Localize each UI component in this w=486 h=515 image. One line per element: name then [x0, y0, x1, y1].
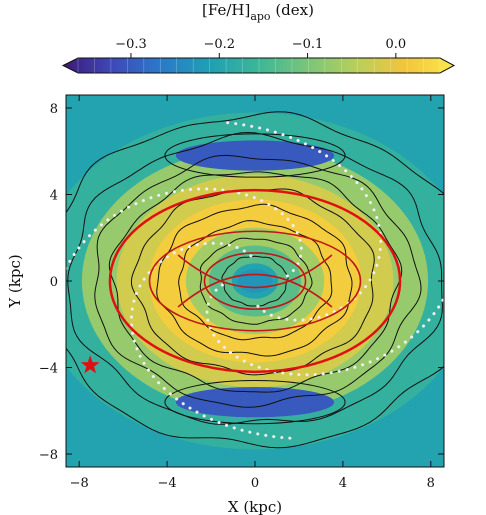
y-tick-label: 0: [50, 275, 58, 290]
contour-line: [156, 203, 353, 357]
colorbar-tick-label: −0.2: [203, 37, 235, 52]
colorbar-tick-label: −0.3: [115, 37, 147, 52]
y-axis-ticks: 8 4 0 −4 −8: [39, 102, 444, 463]
x-axis-label: X (kpc): [228, 498, 282, 515]
y-tick-label: −4: [39, 362, 58, 377]
y-axis-label: Y (kpc): [6, 254, 24, 308]
x-axis-ticks: −8 −4 0 4 8: [70, 95, 435, 491]
x-tick-label: −8: [70, 476, 89, 491]
sun-star-icon: [80, 355, 100, 374]
spiral-arm-dotted-line: [205, 283, 444, 377]
orbit-curve: [148, 230, 362, 332]
contour-line: [199, 237, 313, 325]
colorbar: [Fe/H]apo (dex) −0.3 −0.2 −0.1 0.0: [61, 1, 456, 74]
contour-line: [130, 188, 375, 376]
spiral-arm-dotted-line: [66, 187, 303, 278]
contour-line: [94, 154, 422, 408]
orbit-curve: [177, 273, 333, 308]
low-metallicity-arc: [175, 386, 335, 418]
orbit-curves: [108, 188, 402, 374]
contour-line: [108, 171, 403, 393]
colorbar-tick-label: −0.1: [292, 37, 324, 52]
field-core: [237, 269, 273, 293]
contour-lines: [66, 111, 444, 449]
orbit-curve: [177, 254, 333, 289]
metallicity-field: [66, 95, 444, 467]
low-metallicity-arc: [175, 140, 335, 171]
orbit-curve: [203, 252, 307, 310]
orbit-curve: [108, 188, 402, 374]
y-tick-label: −8: [39, 448, 58, 463]
contour-line: [66, 111, 444, 449]
x-tick-label: −4: [158, 476, 177, 491]
plot-area: −8 −4 0 4 8 8 4 0 −4 −8: [39, 94, 445, 491]
spiral-arm-tracers: [66, 120, 444, 440]
colorbar-tick-labels: −0.3 −0.2 −0.1 0.0: [115, 37, 406, 52]
colorbar-tick-label: 0.0: [386, 37, 407, 52]
x-tick-label: 0: [251, 476, 259, 491]
y-tick-label: 4: [50, 188, 58, 203]
contour-line: [178, 220, 333, 341]
x-tick-label: 8: [427, 476, 435, 491]
y-tick-label: 8: [50, 102, 58, 117]
x-tick-label: 4: [339, 476, 347, 491]
colorbar-label: [Fe/H]apo (dex): [202, 1, 314, 23]
sun-marker: [80, 355, 100, 374]
contour-line: [164, 379, 346, 425]
contour-line: [164, 133, 346, 178]
colorbar-bar: [61, 57, 456, 74]
colorbar-tick-marks: [77, 53, 441, 73]
